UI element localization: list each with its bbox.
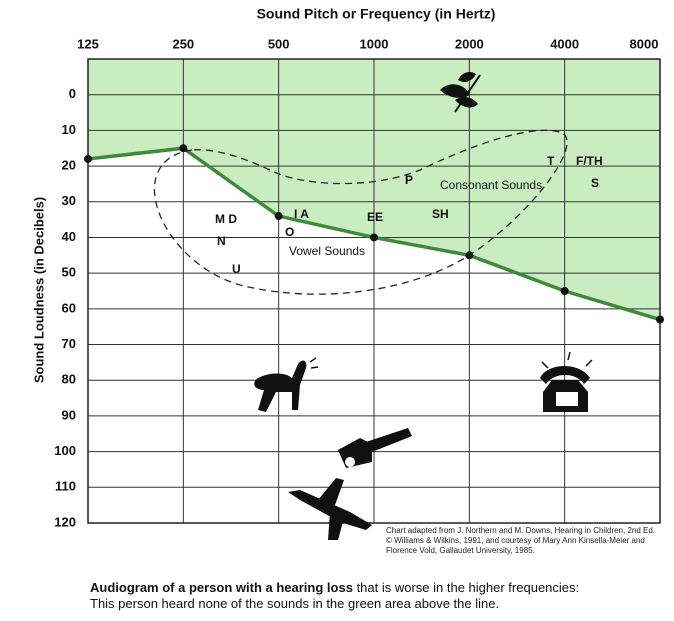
y-axis-label: Sound Loudness (in Decibels)	[31, 197, 46, 383]
dog-icon	[254, 357, 319, 412]
point	[370, 233, 378, 242]
x-tick-label: 125	[77, 36, 99, 51]
speech-sound: F/TH	[576, 154, 603, 168]
y-tick-label: 40	[62, 229, 76, 244]
x-tick-label: 500	[268, 36, 290, 51]
point	[84, 154, 92, 163]
x-tick-label: 250	[172, 36, 194, 51]
point	[274, 212, 283, 221]
speech-sound: EE	[367, 210, 383, 224]
speech-sound: N	[217, 234, 226, 248]
speech-sound: SH	[432, 207, 449, 221]
plot-frame	[87, 58, 661, 524]
speech-banana	[153, 129, 568, 295]
x-tick-label: 4000	[550, 36, 579, 51]
y-tick-label: 60	[62, 300, 76, 315]
y-tick-label: 120	[54, 514, 76, 529]
leaf-icon	[440, 72, 481, 113]
x-tick-label: 2000	[455, 36, 484, 51]
x-tick-label: 1000	[360, 36, 389, 51]
credit: Chart adapted from J. Northern and M. Do…	[386, 526, 656, 555]
y-tick-label: 0	[69, 86, 76, 101]
y-tick-label: 110	[55, 479, 76, 494]
region-label: Consonant Sounds	[440, 178, 542, 192]
speech-sound: U	[232, 262, 241, 276]
caption-line2: This person heard none of the sounds in …	[90, 596, 500, 611]
phone-icon	[540, 351, 593, 412]
y-tick-label: 30	[62, 193, 76, 208]
chart-title: Sound Pitch or Frequency (in Hertz)	[257, 6, 496, 22]
speech-sound: S	[591, 176, 599, 190]
x-tick-label: 8000	[630, 36, 659, 51]
point	[560, 287, 569, 295]
point	[179, 144, 188, 153]
y-tick-label: 80	[62, 372, 76, 387]
y-tick-label: 50	[62, 265, 76, 280]
chainsaw-icon	[338, 428, 412, 468]
region-label: Vowel Sounds	[289, 244, 365, 258]
y-tick-label: 90	[62, 407, 76, 422]
caption-bold: Audiogram of a person with a hearing los…	[90, 580, 353, 595]
caption: Audiogram of a person with a hearing los…	[90, 580, 670, 612]
y-tick-label: 100	[54, 443, 76, 458]
point	[656, 315, 664, 324]
speech-sound: M D	[215, 212, 237, 226]
speech-sound: P	[405, 173, 413, 187]
y-tick-label: 20	[62, 158, 76, 173]
airplane-icon	[288, 478, 372, 540]
y-tick-label: 10	[62, 122, 76, 137]
y-tick-label: 70	[62, 336, 76, 351]
speech-sound: T	[547, 154, 555, 168]
speech-sound: I A	[294, 207, 309, 221]
caption-text: that is worse in the higher frequencies:	[356, 580, 580, 595]
speech-sound: O	[285, 225, 294, 239]
